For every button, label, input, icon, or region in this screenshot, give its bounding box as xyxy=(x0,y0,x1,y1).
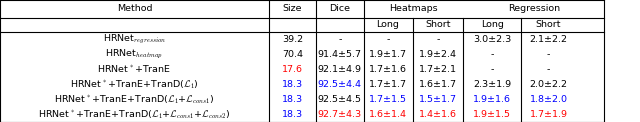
Text: -: - xyxy=(490,50,494,59)
Text: 1.6±1.4: 1.6±1.4 xyxy=(369,110,407,119)
Text: 3.0±2.3: 3.0±2.3 xyxy=(473,35,511,44)
Text: 17.6: 17.6 xyxy=(282,65,303,74)
Text: 1.7±2.1: 1.7±2.1 xyxy=(419,65,457,74)
Text: 2.1±2.2: 2.1±2.2 xyxy=(529,35,568,44)
Text: 1.9±2.4: 1.9±2.4 xyxy=(419,50,457,59)
Text: Heatmaps: Heatmaps xyxy=(389,4,438,13)
Text: Short: Short xyxy=(425,20,451,29)
Text: -: - xyxy=(338,35,342,44)
Text: 92.1±4.9: 92.1±4.9 xyxy=(318,65,362,74)
Text: 92.5±4.4: 92.5±4.4 xyxy=(318,80,362,89)
Text: -: - xyxy=(436,35,440,44)
Text: 18.3: 18.3 xyxy=(282,95,303,104)
Text: HRNet$^*$+TranE+TranD($\mathcal{L}_1$+$\mathcal{L}_{cons1}$): HRNet$^*$+TranE+TranD($\mathcal{L}_1$+$\… xyxy=(54,93,215,106)
Text: Long: Long xyxy=(376,20,399,29)
Text: HRNet$_{heatmap}$: HRNet$_{heatmap}$ xyxy=(106,48,163,61)
Text: 91.4±5.7: 91.4±5.7 xyxy=(318,50,362,59)
Text: -: - xyxy=(490,65,494,74)
Text: -: - xyxy=(386,35,390,44)
Text: Regression: Regression xyxy=(508,4,560,13)
Text: Method: Method xyxy=(116,4,152,13)
Text: 39.2: 39.2 xyxy=(282,35,303,44)
Text: -: - xyxy=(547,50,550,59)
Text: 1.7±1.9: 1.7±1.9 xyxy=(529,110,568,119)
Text: 1.9±1.7: 1.9±1.7 xyxy=(369,50,407,59)
Text: 18.3: 18.3 xyxy=(282,110,303,119)
Text: HRNet$^*$+TranE: HRNet$^*$+TranE xyxy=(97,64,172,75)
Text: 92.5±4.5: 92.5±4.5 xyxy=(318,95,362,104)
Text: HRNet$_{regression}$: HRNet$_{regression}$ xyxy=(102,33,166,46)
Text: 1.7±1.7: 1.7±1.7 xyxy=(369,80,407,89)
Text: 2.3±1.9: 2.3±1.9 xyxy=(473,80,511,89)
Text: 1.9±1.6: 1.9±1.6 xyxy=(473,95,511,104)
Text: Long: Long xyxy=(481,20,504,29)
Text: 1.6±1.7: 1.6±1.7 xyxy=(419,80,457,89)
Text: -: - xyxy=(547,65,550,74)
Text: Short: Short xyxy=(536,20,561,29)
Text: 2.0±2.2: 2.0±2.2 xyxy=(529,80,568,89)
Text: 1.9±1.5: 1.9±1.5 xyxy=(473,110,511,119)
Text: 70.4: 70.4 xyxy=(282,50,303,59)
Text: 1.5±1.7: 1.5±1.7 xyxy=(419,95,457,104)
Text: 1.7±1.5: 1.7±1.5 xyxy=(369,95,407,104)
Text: 18.3: 18.3 xyxy=(282,80,303,89)
Text: Size: Size xyxy=(283,4,302,13)
Text: 92.7±4.3: 92.7±4.3 xyxy=(318,110,362,119)
Text: 1.7±1.6: 1.7±1.6 xyxy=(369,65,407,74)
Text: 1.4±1.6: 1.4±1.6 xyxy=(419,110,457,119)
Text: 1.8±2.0: 1.8±2.0 xyxy=(529,95,568,104)
Text: HRNet$^*$+TranE+TranD($\mathcal{L}_1$+$\mathcal{L}_{cons1}$+$\mathcal{L}_{cons2}: HRNet$^*$+TranE+TranD($\mathcal{L}_1$+$\… xyxy=(38,108,231,121)
Text: Dice: Dice xyxy=(330,4,350,13)
Text: HRNet$^*$+TranE+TranD($\mathcal{L}_1$): HRNet$^*$+TranE+TranD($\mathcal{L}_1$) xyxy=(70,78,199,91)
